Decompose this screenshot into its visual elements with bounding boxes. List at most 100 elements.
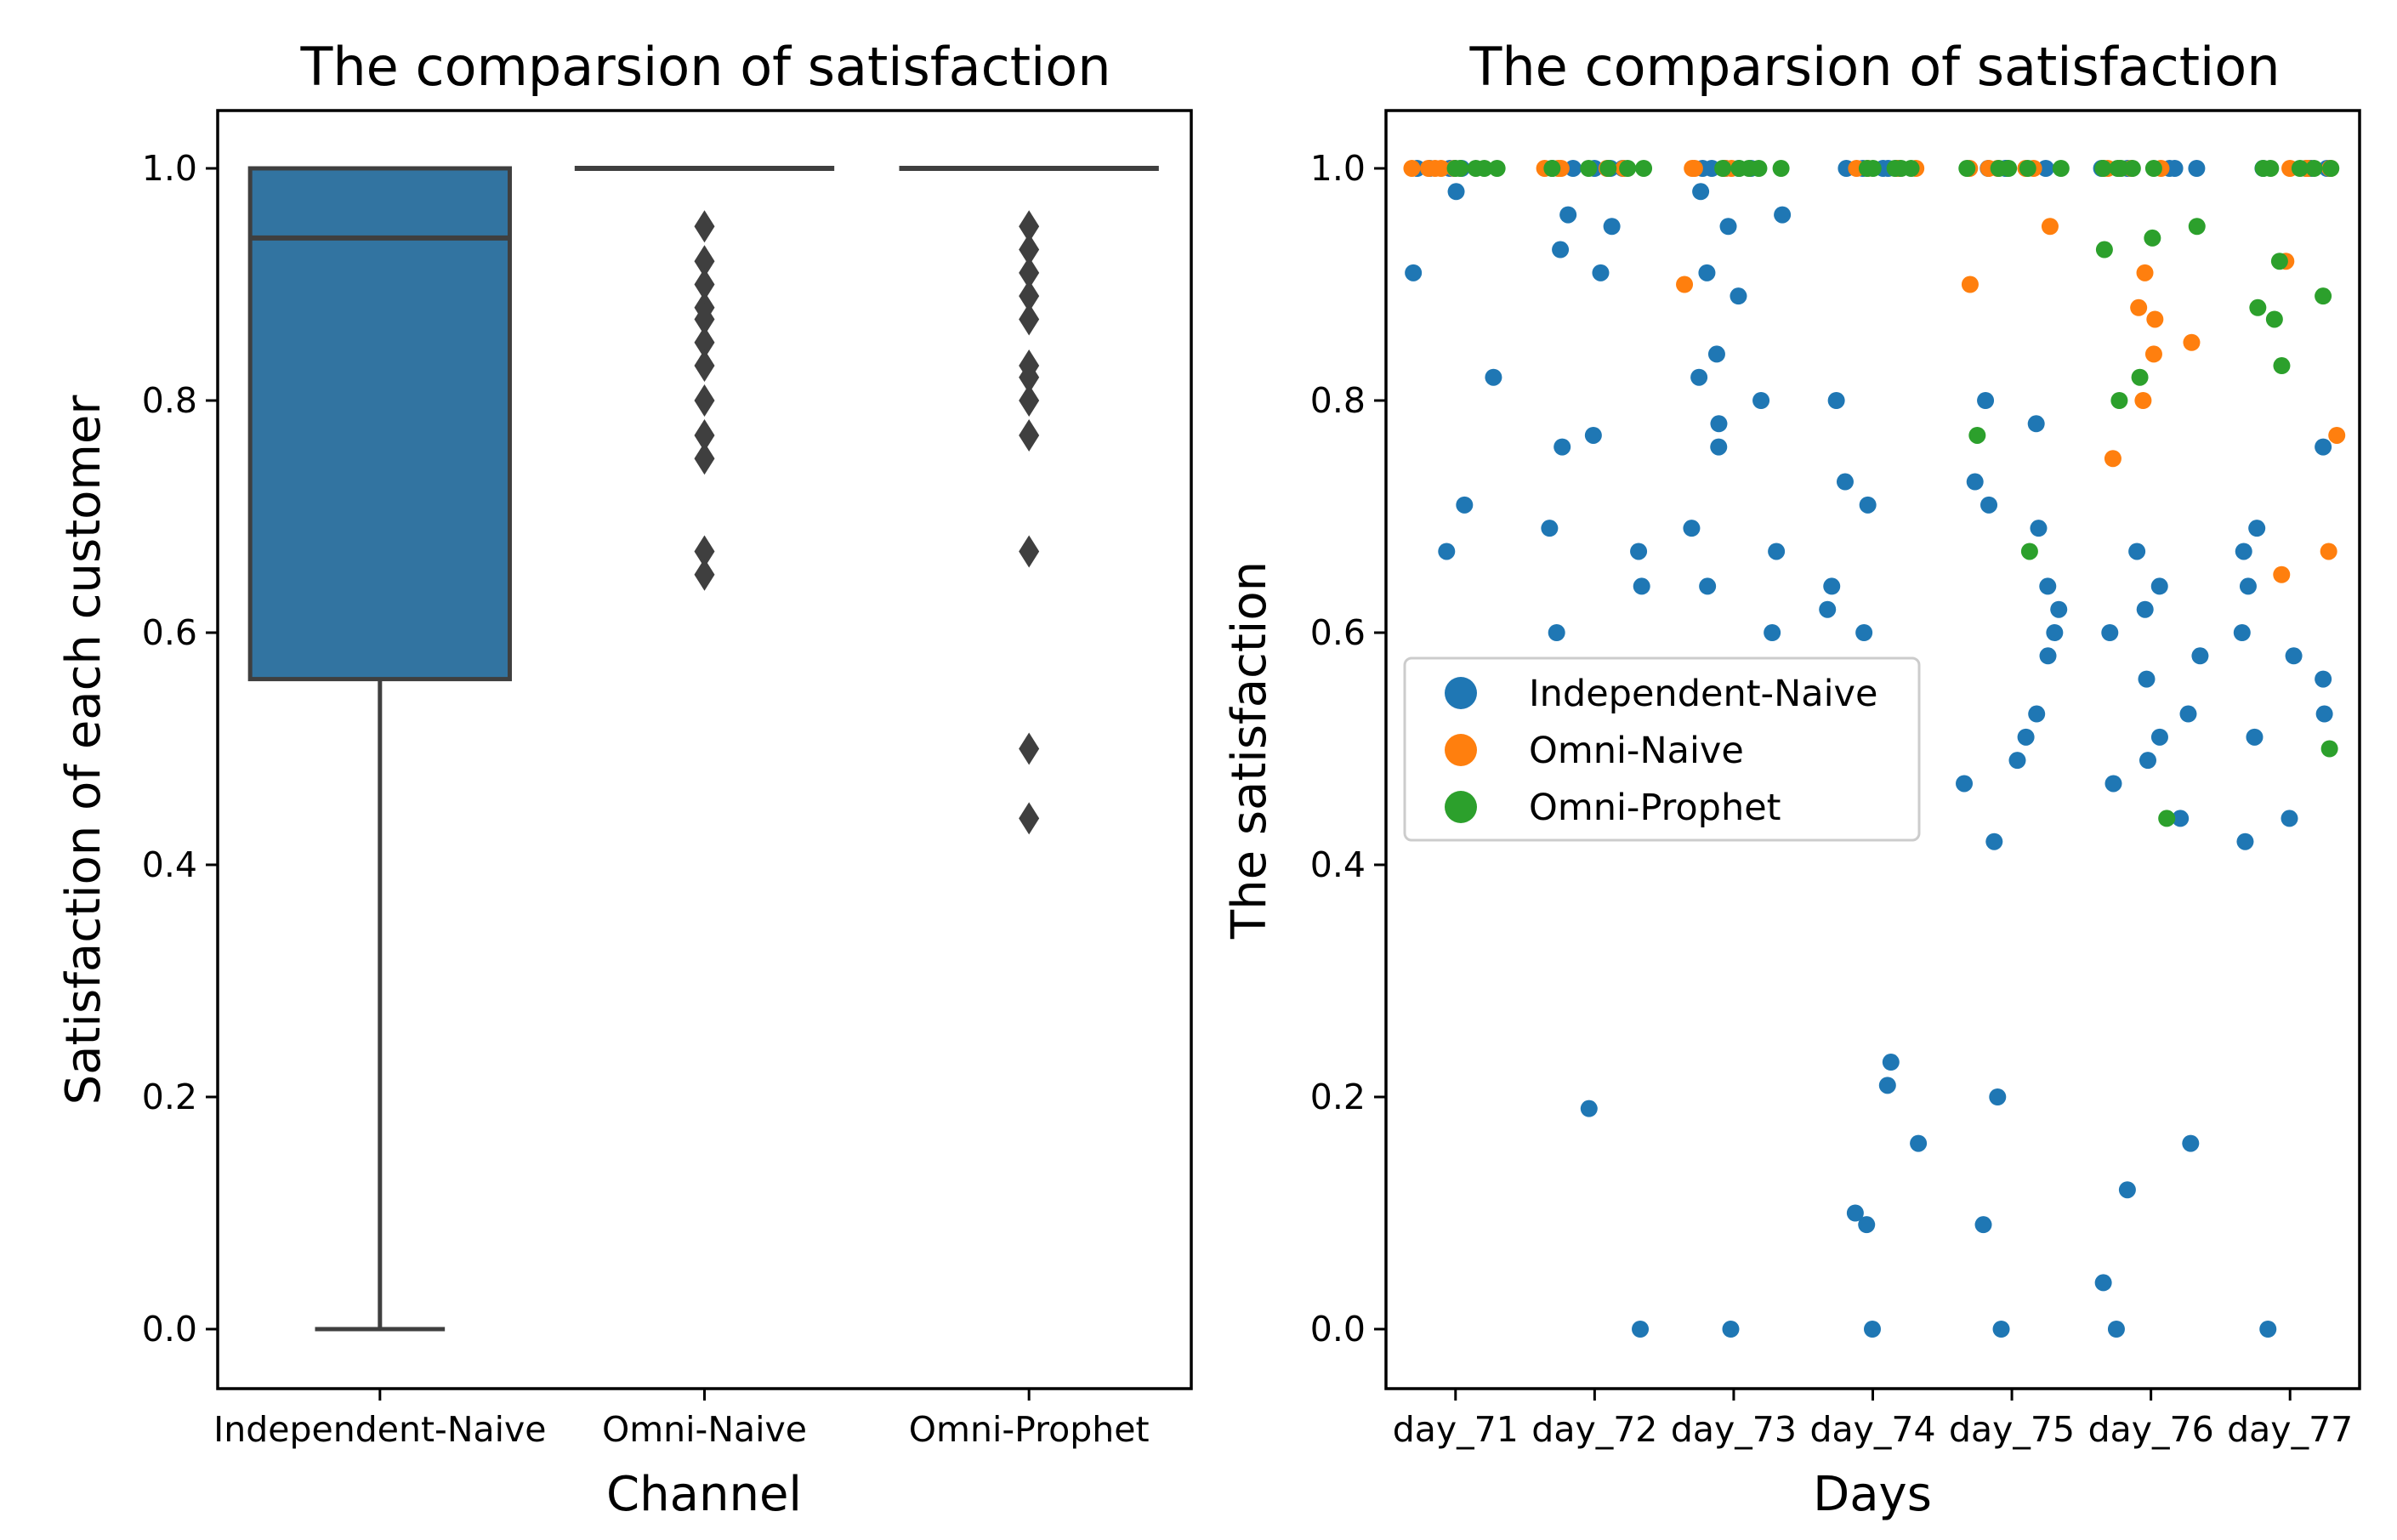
box-plot-panel: The comparsion of satisfaction 0.0 0.2 0.4… — [56, 36, 1193, 1522]
y-tick-label: 0.6 — [142, 612, 197, 653]
data-point — [2039, 577, 2057, 595]
outlier-point — [694, 245, 715, 278]
data-point — [1886, 160, 1904, 177]
y-tick-label: 0.2 — [142, 1077, 197, 1117]
data-point — [1910, 1134, 1928, 1152]
data-point — [1719, 218, 1737, 236]
data-point — [1752, 392, 1770, 409]
data-point — [1485, 368, 1502, 386]
outlier-point — [694, 384, 715, 417]
data-point — [2191, 647, 2209, 665]
data-point — [2027, 415, 2045, 433]
data-point — [1690, 368, 1708, 386]
data-point — [2239, 577, 2257, 595]
data-point — [1958, 160, 1976, 177]
data-point — [2017, 728, 2035, 746]
outlier-point — [1019, 384, 1040, 417]
data-point — [2136, 264, 2154, 281]
data-point — [1707, 345, 1725, 363]
data-point — [2248, 520, 2266, 537]
strip-plot-title: The comparsion of satisfaction — [1468, 36, 2280, 98]
strip-plot-y-axis-label: The satisfaction — [1222, 561, 1277, 940]
data-point — [2172, 810, 2190, 827]
data-point — [1878, 1077, 1896, 1094]
x-tick-label: Omni-Naive — [602, 1409, 807, 1450]
data-point — [2315, 670, 2332, 688]
outlier-point — [1019, 280, 1040, 313]
data-point — [2139, 752, 2157, 770]
outlier-point — [1019, 802, 1040, 835]
data-point — [1580, 160, 1598, 177]
data-point — [2320, 543, 2337, 560]
data-point — [1968, 426, 1986, 444]
data-point — [2315, 287, 2332, 305]
data-point — [1698, 264, 1716, 281]
y-tick-label: 0.4 — [1310, 844, 1366, 885]
data-point — [2183, 333, 2201, 351]
data-point — [2019, 160, 2036, 177]
data-point — [1846, 1204, 1864, 1222]
outlier-point — [694, 303, 715, 336]
outlier-point — [1019, 233, 1040, 266]
data-point — [2273, 357, 2291, 375]
x-tick-label: day_73 — [1671, 1409, 1797, 1450]
data-point — [2008, 752, 2026, 770]
data-point — [2118, 1181, 2136, 1199]
data-point — [1768, 543, 1786, 560]
data-point — [1827, 392, 1845, 409]
data-point — [2322, 160, 2340, 177]
legend: Independent-Naive Omni-Naive Omni-Prophet — [1403, 656, 1921, 842]
data-point — [1426, 160, 1444, 177]
data-point — [1977, 392, 1995, 409]
data-point — [1559, 206, 1577, 224]
y-tick-label: 1.0 — [142, 148, 197, 189]
data-point — [2179, 705, 2197, 723]
legend-label: Independent-Naive — [1529, 673, 1877, 715]
x-tick-label: Independent-Naive — [213, 1409, 546, 1450]
data-point — [1710, 438, 1728, 456]
outlier-point — [694, 268, 715, 301]
y-tick-label: 1.0 — [1310, 148, 1366, 189]
data-point — [1774, 206, 1792, 224]
strip-plot-x-axis-label: Days — [1813, 1467, 1932, 1522]
data-point — [2131, 368, 2149, 386]
data-point — [1836, 473, 1854, 491]
data-point — [2052, 160, 2070, 177]
data-point — [2123, 160, 2141, 177]
box-plot-y-ticks: 0.0 0.2 0.4 0.6 0.8 1.0 — [142, 148, 218, 1350]
data-point — [2246, 728, 2264, 746]
outlier-point — [1019, 535, 1040, 568]
data-point — [2285, 647, 2303, 665]
outlier-point — [1019, 361, 1040, 394]
data-point — [1858, 1216, 1876, 1234]
outlier-point — [694, 535, 715, 568]
data-point — [2150, 728, 2168, 746]
data-point — [2188, 218, 2206, 236]
strip-plot-x-ticks: day_71 day_72 day_73 day_74 day_75 day_76 day_… — [1393, 1389, 2353, 1450]
outlier-point — [1019, 303, 1040, 336]
data-point — [2236, 833, 2254, 850]
data-point — [2188, 160, 2206, 177]
box-plot-x-axis-label: Channel — [606, 1467, 802, 1522]
legend-label: Omni-Naive — [1529, 730, 1744, 772]
data-point — [1405, 264, 1423, 281]
outlier-point — [694, 326, 715, 359]
data-point — [2281, 810, 2298, 827]
data-point — [2107, 1321, 2125, 1338]
data-point — [1730, 287, 1747, 305]
outlier-point — [694, 349, 715, 383]
data-point — [1685, 160, 1703, 177]
data-point — [2110, 392, 2128, 409]
data-point — [2233, 624, 2251, 641]
data-point — [2101, 624, 2119, 641]
data-point — [2104, 775, 2122, 793]
data-point — [1864, 1321, 1882, 1338]
y-tick-label: 0.0 — [142, 1309, 197, 1350]
data-point — [1548, 624, 1565, 641]
data-point — [1692, 183, 1710, 201]
data-point — [1989, 1088, 2007, 1105]
y-tick-label: 0.2 — [1310, 1077, 1366, 1117]
data-point — [1714, 160, 1732, 177]
data-point — [1710, 415, 1728, 433]
